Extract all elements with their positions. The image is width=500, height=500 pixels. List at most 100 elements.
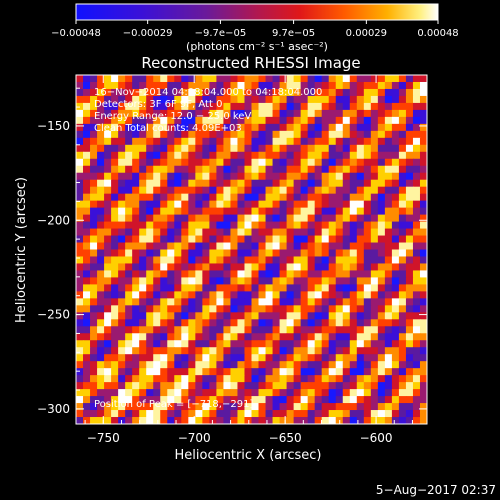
heatmap-cell (244, 249, 253, 258)
heatmap-cell (279, 305, 288, 313)
heatmap-cell (237, 249, 246, 258)
heatmap-cell (356, 116, 365, 125)
heatmap-cell (209, 347, 217, 355)
heatmap-cell (265, 368, 274, 376)
heatmap-cell (139, 221, 147, 230)
heatmap-cell (363, 403, 372, 411)
heatmap-cell (153, 249, 161, 258)
heatmap-cell (223, 291, 232, 299)
heatmap-cell (412, 389, 421, 397)
heatmap-cell (363, 347, 372, 355)
heatmap-cell (174, 396, 182, 404)
heatmap-cell (300, 270, 309, 279)
heatmap-cell (356, 109, 365, 118)
heatmap-cell (118, 179, 126, 188)
heatmap-cell (286, 256, 295, 265)
heatmap-cell (181, 270, 189, 279)
heatmap-cell (230, 186, 239, 195)
heatmap-cell (153, 137, 161, 146)
heatmap-cell (90, 172, 98, 181)
heatmap-cell (111, 172, 119, 181)
heatmap-cell (391, 179, 400, 188)
heatmap-cell (174, 242, 182, 251)
heatmap-cell (405, 305, 414, 313)
heatmap-cell (405, 249, 414, 258)
heatmap-cell (307, 235, 316, 244)
heatmap-cell (265, 130, 274, 139)
heatmap-cell (286, 242, 295, 251)
heatmap-cell (97, 298, 105, 306)
heatmap-cell (286, 165, 295, 174)
heatmap-cell (83, 256, 91, 265)
heatmap-cell (195, 130, 203, 139)
heatmap-cell (279, 144, 288, 153)
heatmap-cell (258, 319, 267, 327)
heatmap-cell (76, 242, 84, 251)
heatmap-cell (230, 102, 239, 111)
heatmap-cell (90, 123, 98, 132)
heatmap-cell (419, 270, 427, 279)
heatmap-cell (258, 75, 267, 83)
heatmap-cell (146, 144, 154, 153)
heatmap-cell (335, 277, 344, 285)
heatmap-cell (300, 116, 309, 125)
heatmap-cell (328, 207, 337, 216)
heatmap-cell (405, 75, 414, 83)
heatmap-cell (293, 88, 302, 97)
heatmap-cell (286, 81, 295, 90)
heatmap-cell (265, 242, 274, 251)
heatmap-cell (412, 144, 421, 153)
heatmap-cell (412, 256, 421, 265)
heatmap-cell (405, 410, 414, 418)
heatmap-cell (356, 340, 365, 348)
heatmap-cell (76, 291, 84, 299)
heatmap-cell (111, 410, 119, 418)
heatmap-cell (391, 340, 400, 348)
heatmap-cell (342, 333, 351, 341)
heatmap-cell (384, 361, 393, 369)
colorbar-tick-label-3: 9.7e−05 (272, 28, 315, 39)
heatmap-cell (167, 389, 175, 397)
heatmap-cell (174, 284, 182, 292)
heatmap-cell (398, 130, 407, 139)
heatmap-cell (104, 249, 112, 258)
heatmap-cell (300, 354, 309, 362)
heatmap-cell (237, 361, 246, 369)
heatmap-cell (76, 88, 84, 97)
heatmap-cell (377, 130, 386, 139)
heatmap-cell (342, 123, 351, 132)
heatmap-cell (97, 81, 105, 90)
heatmap-cell (139, 298, 147, 306)
heatmap-cell (160, 403, 168, 411)
heatmap-cell (97, 312, 105, 320)
heatmap-cell (370, 375, 379, 383)
heatmap-cell (202, 214, 210, 223)
heatmap-cell (363, 319, 372, 327)
heatmap-cell (153, 263, 161, 272)
heatmap-cell (377, 165, 386, 174)
heatmap-cell (132, 75, 140, 83)
heatmap-cell (146, 396, 154, 404)
heatmap-cell (335, 375, 344, 383)
heatmap-cell (181, 81, 189, 90)
heatmap-cell (139, 347, 147, 355)
heatmap-cell (146, 221, 154, 230)
heatmap-cell (356, 200, 365, 209)
heatmap-cell (419, 193, 427, 202)
heatmap-cell (307, 291, 316, 299)
heatmap-cell (76, 81, 84, 90)
heatmap-cell (307, 207, 316, 216)
heatmap-cell (132, 410, 140, 418)
heatmap-cell (272, 88, 281, 97)
heatmap-cell (160, 368, 168, 376)
heatmap-cell (377, 228, 386, 237)
heatmap-cell (160, 396, 168, 404)
heatmap-cell (195, 200, 203, 209)
heatmap-cell (258, 354, 267, 362)
heatmap-cell (118, 326, 126, 334)
heatmap-cell (412, 235, 421, 244)
heatmap-cell (216, 382, 225, 390)
heatmap-cell (139, 354, 147, 362)
heatmap-cell (216, 144, 225, 153)
heatmap-cell (83, 340, 91, 348)
